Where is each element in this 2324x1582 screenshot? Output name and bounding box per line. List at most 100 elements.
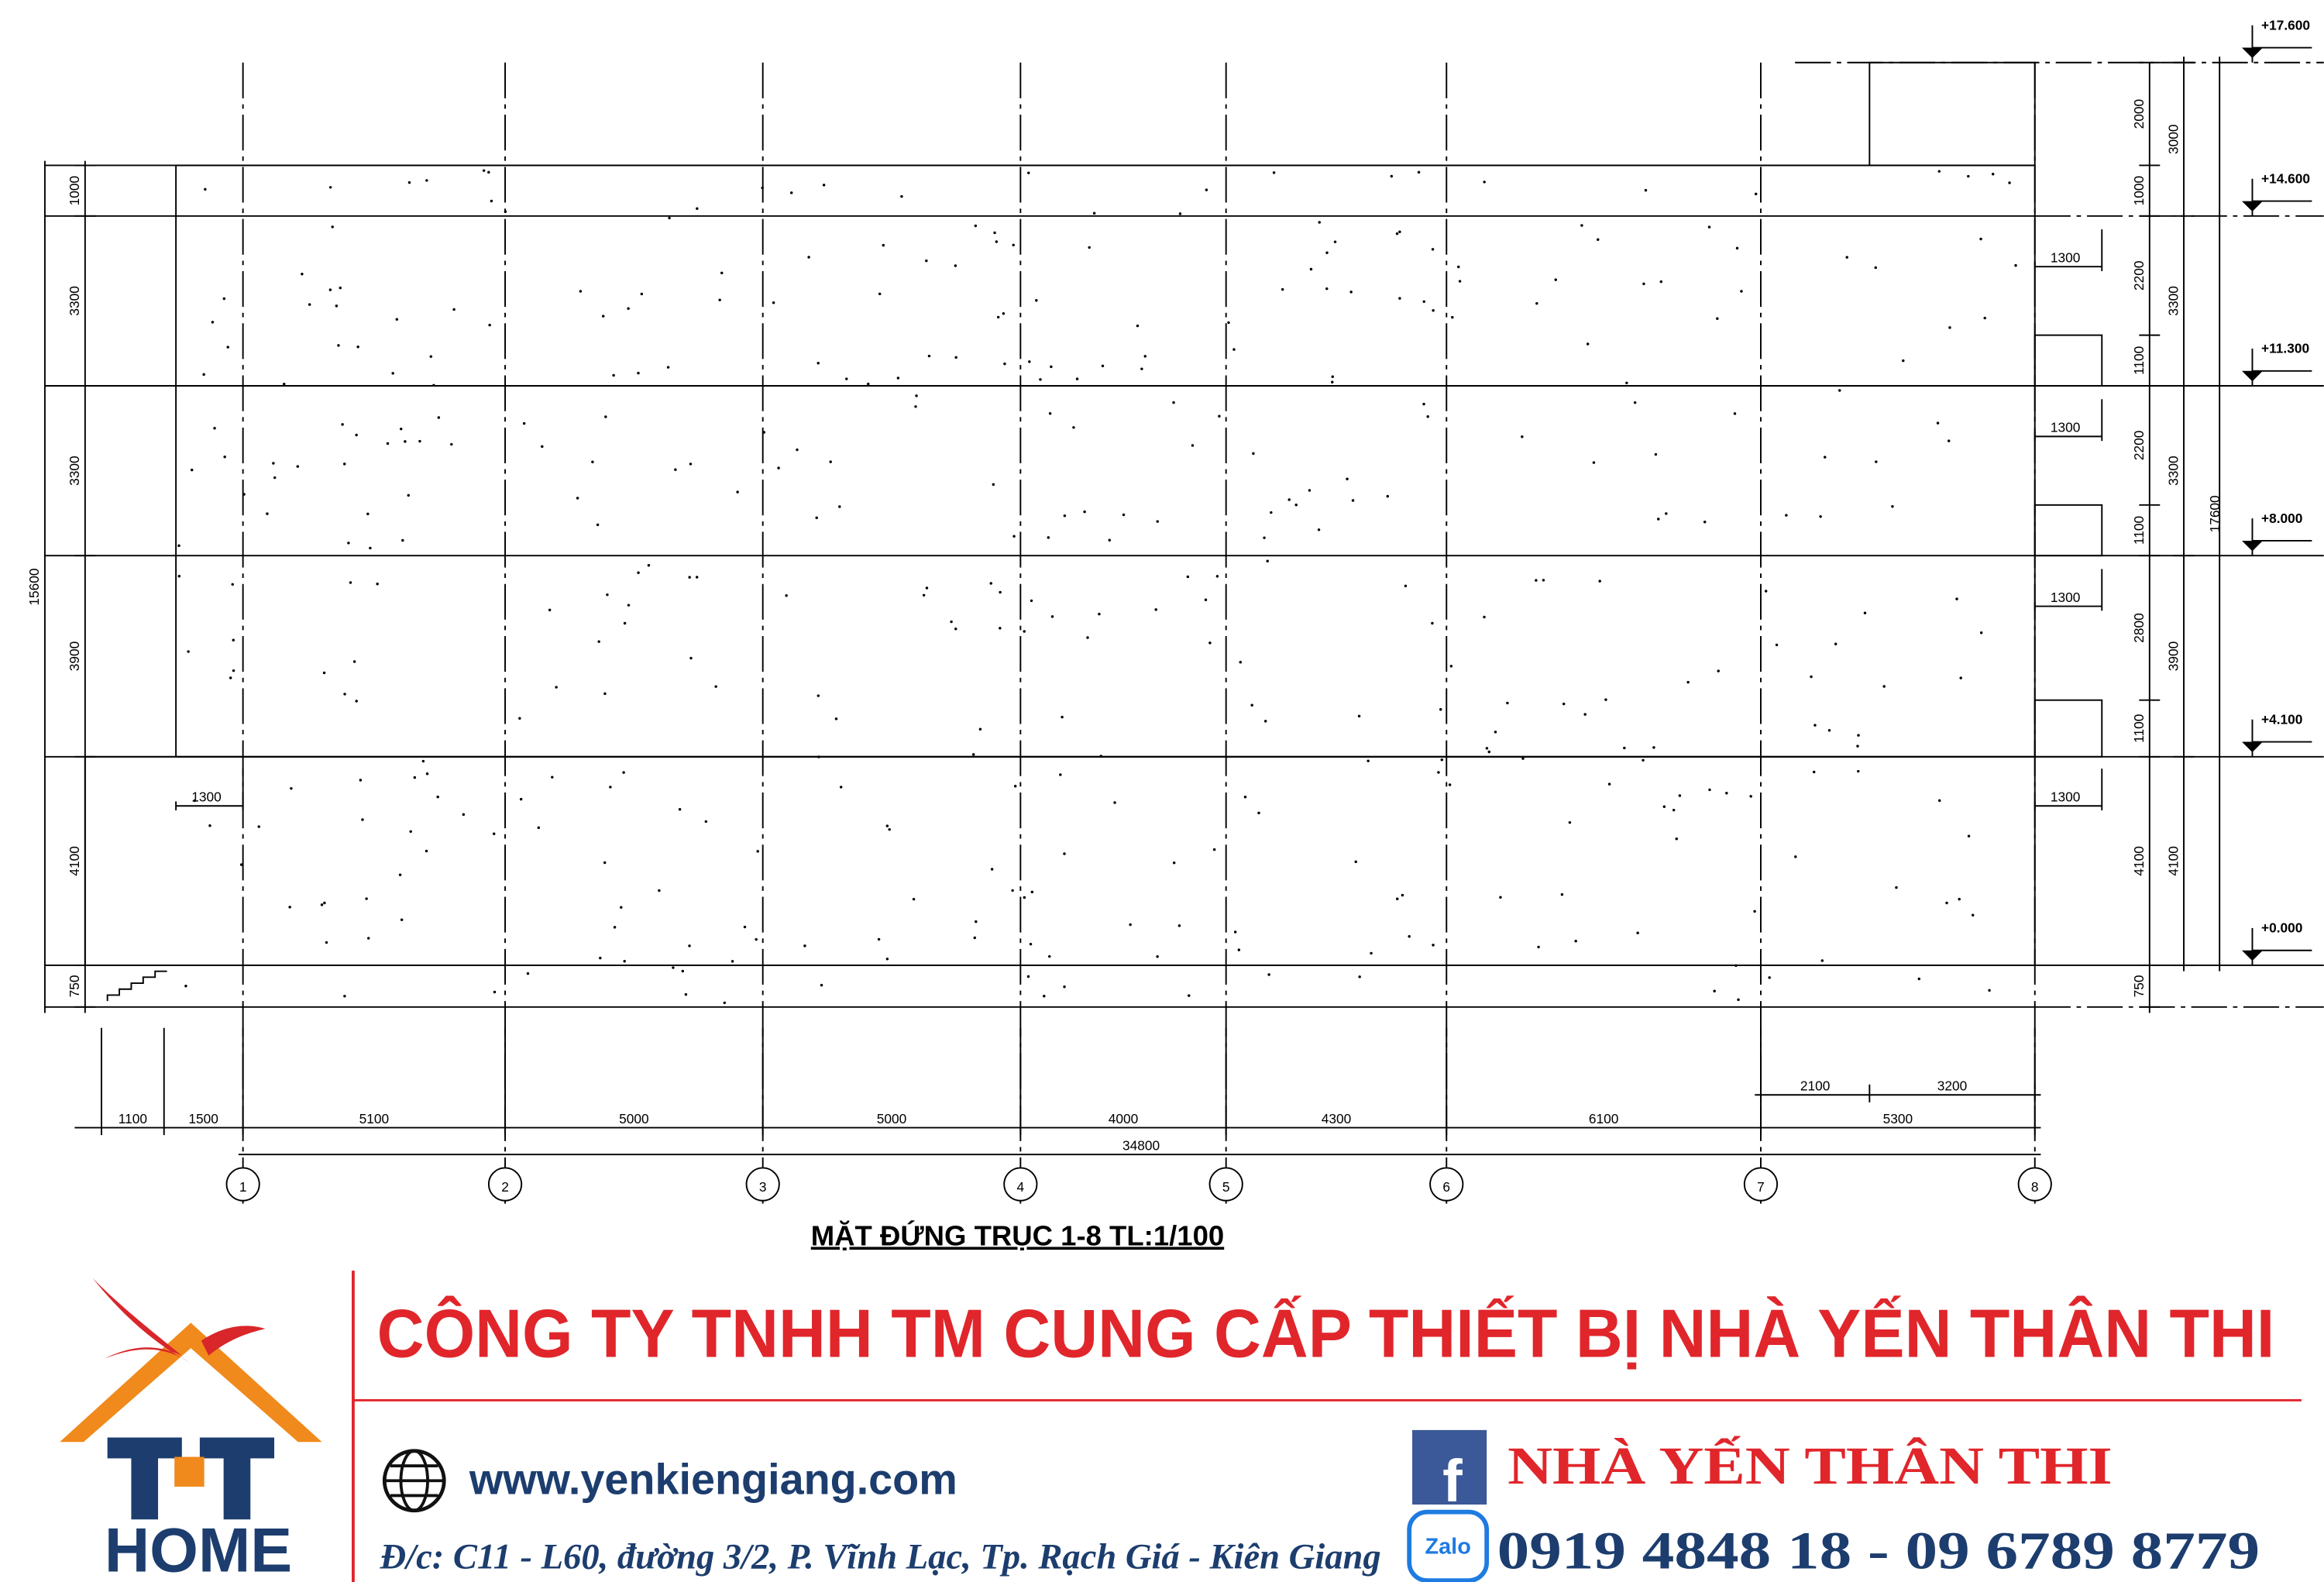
texture-dot <box>1063 852 1066 855</box>
texture-dot <box>613 926 617 929</box>
texture-dot <box>838 505 841 508</box>
texture-dot <box>398 873 402 876</box>
texture-dot <box>996 315 1000 319</box>
texture-dot <box>622 771 625 774</box>
texture-dot <box>229 676 232 679</box>
facebook-icon <box>1412 1429 1487 1505</box>
texture-dot <box>1737 998 1740 1002</box>
dimension-text: 750 <box>67 975 82 997</box>
texture-dot <box>555 686 558 689</box>
texture-dot <box>1317 528 1321 531</box>
dimension-text: 1100 <box>2131 714 2147 743</box>
texture-dot <box>1243 795 1247 799</box>
texture-dot <box>627 307 630 311</box>
texture-dot <box>756 850 759 853</box>
texture-dot <box>688 576 691 579</box>
texture-dot <box>1652 746 1655 749</box>
dimension-text: 2200 <box>2131 431 2147 460</box>
elevation-drawing: 1 2 3 4 5 6 7 8 +17.600 +14.600 +11.300 +8.000 +4.10… <box>26 17 2324 1210</box>
texture-dot <box>193 799 196 803</box>
texture-dot <box>1768 976 1771 979</box>
texture-dot <box>1857 769 1860 773</box>
texture-dot <box>1937 170 1941 173</box>
texture-dot <box>1979 237 1982 241</box>
texture-dot <box>1113 801 1116 804</box>
zalo-icon-text: Zalo <box>1425 1534 1471 1559</box>
texture-dot <box>1485 747 1489 750</box>
texture-dot <box>1050 615 1054 618</box>
texture-dot <box>266 512 269 515</box>
texture-dot <box>1188 994 1191 997</box>
texture-dot <box>190 468 194 472</box>
texture-dot <box>204 187 207 191</box>
texture-dot <box>1754 192 1758 196</box>
texture-dot <box>822 184 826 187</box>
texture-dot <box>1029 942 1033 946</box>
texture-dot <box>1794 855 1797 858</box>
texture-dot <box>1448 783 1452 786</box>
texture-dot <box>1252 452 1255 456</box>
texture-dot <box>1408 935 1411 938</box>
axis-bubble <box>2017 1167 2052 1202</box>
texture-dot <box>1370 951 1373 955</box>
texture-dot <box>743 925 747 929</box>
texture-dot <box>413 776 417 779</box>
texture-dot <box>1349 291 1353 294</box>
texture-dot <box>1083 510 1086 514</box>
texture-dot <box>1521 435 1524 438</box>
drawing-title: MẶT ĐỨNG TRỤC 1-8 TL:1/100 <box>811 1219 1224 1251</box>
texture-dot <box>429 355 433 358</box>
texture-dot <box>1451 315 1454 319</box>
texture-dot <box>1177 924 1181 927</box>
texture-dot <box>885 958 889 961</box>
level-label: +14.600 <box>2261 171 2310 187</box>
texture-dot <box>912 897 916 901</box>
texture-dot <box>1357 714 1361 718</box>
texture-dot <box>1568 820 1572 824</box>
texture-dot <box>450 442 453 446</box>
texture-dot <box>1422 300 1425 304</box>
texture-dot <box>839 786 843 789</box>
texture-dot <box>885 824 889 827</box>
texture-dot <box>342 463 346 466</box>
texture-dot <box>576 497 579 500</box>
dimension-text: 1500 <box>188 1111 218 1126</box>
texture-dot <box>1703 521 1707 524</box>
texture-dot <box>369 546 372 550</box>
axis-label: 5 <box>1222 1179 1230 1195</box>
texture-dot <box>925 259 928 263</box>
texture-dot <box>1535 301 1538 305</box>
texture-dot <box>1061 715 1064 719</box>
dimension-text: 6100 <box>1589 1111 1618 1126</box>
texture-dot <box>1287 498 1291 501</box>
texture-dot <box>845 377 848 380</box>
texture-dot <box>519 797 523 801</box>
texture-dot <box>1390 174 1394 178</box>
texture-dot <box>361 818 364 821</box>
texture-dot <box>341 423 344 426</box>
texture-dot <box>1437 771 1440 774</box>
texture-dot <box>328 186 332 189</box>
texture-dot <box>796 448 799 452</box>
dimension-text: 1300 <box>2051 789 2080 804</box>
texture-dot <box>914 405 917 408</box>
texture-dot <box>1457 265 1460 269</box>
texture-dot <box>720 271 724 275</box>
texture-dot <box>1023 896 1026 899</box>
texture-dot <box>915 394 918 397</box>
texture-dot <box>1154 608 1157 611</box>
texture-dot <box>1218 414 1221 418</box>
texture-dot <box>1232 348 1236 351</box>
texture-dot <box>762 431 766 434</box>
texture-dot <box>1735 246 1739 250</box>
texture-dot <box>296 465 300 468</box>
texture-dot <box>973 936 977 940</box>
dimension-text: 1300 <box>2051 590 2080 605</box>
texture-dot <box>1810 675 1813 679</box>
texture-dot <box>1707 225 1711 229</box>
texture-dot <box>432 383 435 387</box>
logo-text: HOME <box>105 1516 292 1582</box>
texture-dot <box>1875 460 1878 463</box>
texture-dot <box>1178 212 1182 215</box>
dimension-text: 4100 <box>2165 846 2181 875</box>
